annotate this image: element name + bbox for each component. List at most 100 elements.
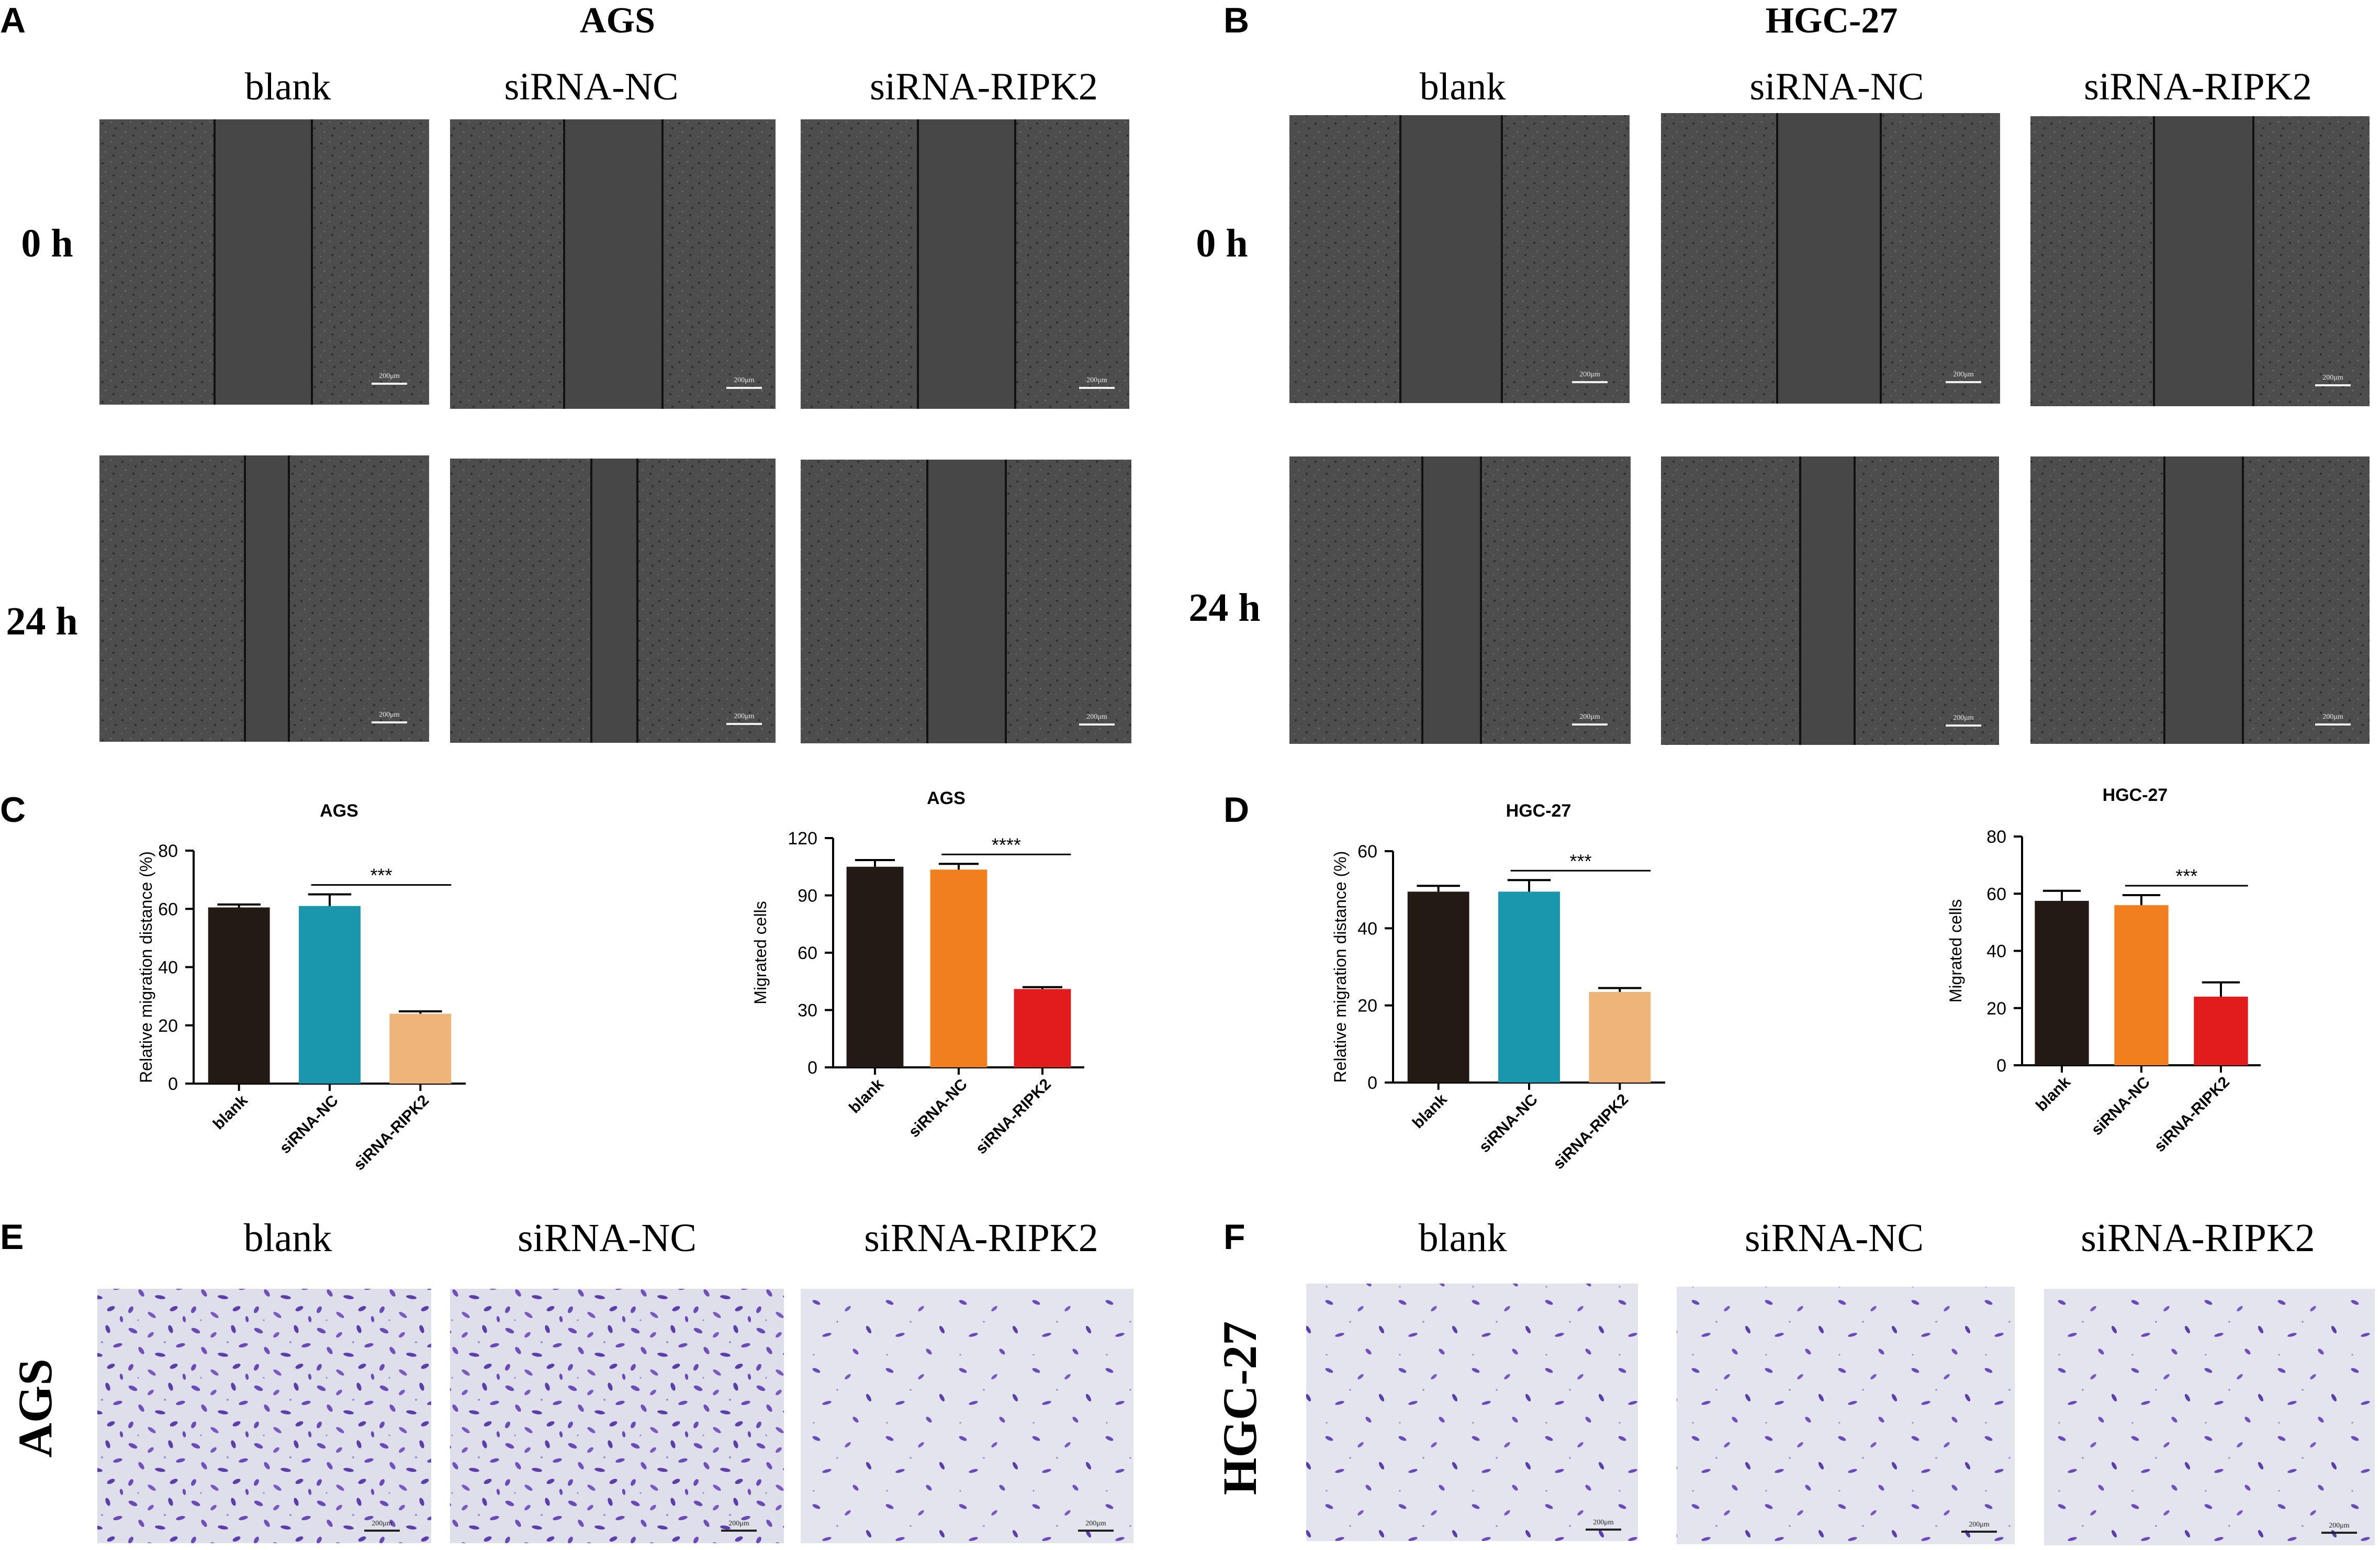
scale-label: 200μm	[728, 1520, 749, 1527]
y-tick-label: 60	[158, 899, 178, 919]
scale-label: 200μm	[1086, 376, 1107, 384]
panel-b-col-sirna-ripk2: siRNA-RIPK2	[2084, 65, 2312, 108]
scale-label: 200μm	[1579, 713, 1600, 721]
y-tick-label: 60	[1357, 842, 1377, 862]
panel-a-col-sirna-ripk2: siRNA-RIPK2	[870, 65, 1098, 108]
y-tick-label: 20	[1986, 999, 2006, 1019]
scale-label: 200μm	[2329, 1522, 2350, 1530]
micrograph-ags-blank-0h: 200μm	[99, 119, 429, 405]
micrograph-hgc27-sirna-nc-transwell: 200μm	[1677, 1287, 2015, 1544]
scale-label: 200μm	[2322, 713, 2343, 721]
panel-f-transwell-hgc27: blank siRNA-NC siRNA-RIPK2 HGC-27 200μm …	[1213, 1216, 2375, 1545]
y-tick-label: 60	[1986, 884, 2006, 904]
y-tick-label: 20	[158, 1016, 178, 1036]
chart-0: AGS Relative migration distance (%) 0 20 40 6…	[137, 801, 466, 1174]
significance-label: ****	[992, 834, 1021, 855]
panel-f-col-blank: blank	[1419, 1216, 1507, 1260]
scale-label: 200μm	[1085, 1520, 1106, 1527]
bar-charts: AGS Relative migration distance (%) 0 20 40 6…	[137, 785, 2261, 1174]
y-tick-label: 90	[798, 886, 817, 906]
scale-label: 200μm	[1953, 371, 1974, 378]
chart-1: AGS Migrated cells 0 30 60 90 120 blank siRNA-NC…	[751, 788, 1084, 1157]
panel-b-col-blank: blank	[1420, 65, 1506, 108]
y-tick-label: 40	[1357, 919, 1377, 939]
micrograph-ags-blank-24h: 200μm	[99, 455, 429, 742]
scale-label: 200μm	[734, 376, 755, 384]
chart-title: HGC-27	[1506, 801, 1571, 821]
scale-label: 200μm	[2322, 374, 2343, 382]
bar-siRNA-RIPK2	[1589, 991, 1651, 1083]
micrograph-ags-sirna-nc-0h: 200μm	[450, 119, 776, 409]
micrograph-hgc27-blank-24h: 200μm	[1289, 456, 1631, 744]
micrograph-ags-sirna-nc-24h: 200μm	[450, 459, 776, 743]
x-tick-label: siRNA-NC	[2088, 1074, 2153, 1139]
bar-siRNA-RIPK2	[1014, 989, 1071, 1067]
micrograph-hgc27-blank-transwell: 200μm	[1306, 1284, 1638, 1541]
panel-letter-e: E	[0, 1217, 24, 1257]
panel-e-transwell-ags: blank siRNA-NC siRNA-RIPK2 AGS 200μm 200…	[8, 1216, 1133, 1543]
scale-label: 200μm	[1953, 714, 1974, 722]
y-tick-label: 0	[168, 1074, 178, 1094]
x-tick-label: siRNA-RIPK2	[351, 1092, 433, 1174]
x-tick-label: siRNA-RIPK2	[972, 1076, 1054, 1158]
panel-letter-b: B	[1223, 1, 1249, 40]
y-tick-label: 30	[798, 1001, 817, 1021]
scale-label: 200μm	[372, 1520, 392, 1527]
significance-label: ***	[1569, 850, 1591, 872]
micrograph-hgc27-blank-0h: 200μm	[1289, 115, 1630, 403]
bar-siRNA-RIPK2	[2194, 996, 2248, 1065]
panel-e-col-sirna-ripk2: siRNA-RIPK2	[864, 1216, 1098, 1260]
panel-e-col-blank: blank	[244, 1216, 332, 1260]
x-tick-label: blank	[210, 1091, 251, 1133]
panel-a-col-sirna-nc: siRNA-NC	[504, 65, 678, 108]
panel-a-row-24h: 24 h	[6, 599, 77, 643]
bar-siRNA-NC	[2114, 905, 2169, 1065]
chart-2: HGC-27 Relative migration distance (%) 0 20…	[1331, 801, 1665, 1173]
y-tick-label: 80	[1986, 827, 2006, 847]
x-tick-label: blank	[1409, 1090, 1451, 1132]
bar-blank	[2035, 900, 2089, 1065]
bar-blank	[1407, 891, 1469, 1083]
chart-title: AGS	[927, 788, 966, 808]
y-tick-label: 80	[158, 841, 178, 861]
panel-a-title: AGS	[580, 1, 655, 41]
bar-siRNA-NC	[930, 869, 987, 1067]
x-tick-label: blank	[846, 1075, 887, 1117]
bar-siRNA-NC	[1498, 891, 1560, 1083]
panel-f-col-sirna-nc: siRNA-NC	[1745, 1216, 1924, 1260]
bar-blank	[846, 866, 904, 1067]
panel-letter-f: F	[1223, 1217, 1245, 1257]
panel-b-row-0h: 0 h	[1196, 221, 1248, 265]
y-tick-label: 0	[1367, 1073, 1377, 1093]
panel-b-row-24h: 24 h	[1188, 586, 1260, 630]
panel-b-col-sirna-nc: siRNA-NC	[1749, 65, 1924, 108]
micrograph-hgc27-sirna-ripk2-24h: 200μm	[2030, 456, 2370, 744]
significance-label: ***	[2175, 865, 2197, 887]
panel-e-col-sirna-nc: siRNA-NC	[518, 1216, 697, 1260]
micrograph-hgc27-sirna-nc-0h: 200μm	[1661, 113, 2000, 404]
panel-f-row-label: HGC-27	[1213, 1321, 1266, 1495]
panel-letter-d: D	[1223, 790, 1249, 830]
micrograph-ags-blank-transwell: 200μm	[97, 1289, 431, 1543]
micrograph-hgc27-sirna-ripk2-0h: 200μm	[2030, 116, 2370, 406]
y-tick-label: 40	[1986, 942, 2006, 962]
y-tick-label: 40	[158, 958, 178, 978]
micrograph-hgc27-sirna-ripk2-transwell: 200μm	[2044, 1289, 2375, 1545]
scale-label: 200μm	[1593, 1519, 1614, 1526]
bar-blank	[208, 907, 270, 1084]
panel-e-row-label: AGS	[8, 1358, 62, 1457]
x-tick-label: siRNA-NC	[1476, 1091, 1541, 1156]
micrograph-hgc27-sirna-nc-24h: 200μm	[1661, 456, 1999, 745]
y-axis-label: Relative migration distance (%)	[137, 851, 155, 1083]
y-axis-label: Migrated cells	[751, 901, 770, 1004]
x-tick-label: blank	[2033, 1073, 2074, 1114]
y-tick-label: 120	[788, 829, 817, 849]
bar-siRNA-NC	[299, 906, 361, 1084]
scale-label: 200μm	[379, 711, 400, 719]
y-tick-label: 60	[798, 943, 817, 963]
micrograph-ags-sirna-ripk2-0h: 200μm	[801, 119, 1129, 409]
micrograph-ags-sirna-ripk2-24h: 200μm	[801, 460, 1131, 743]
y-axis-label: Migrated cells	[1946, 899, 1965, 1002]
y-tick-label: 20	[1357, 996, 1377, 1016]
